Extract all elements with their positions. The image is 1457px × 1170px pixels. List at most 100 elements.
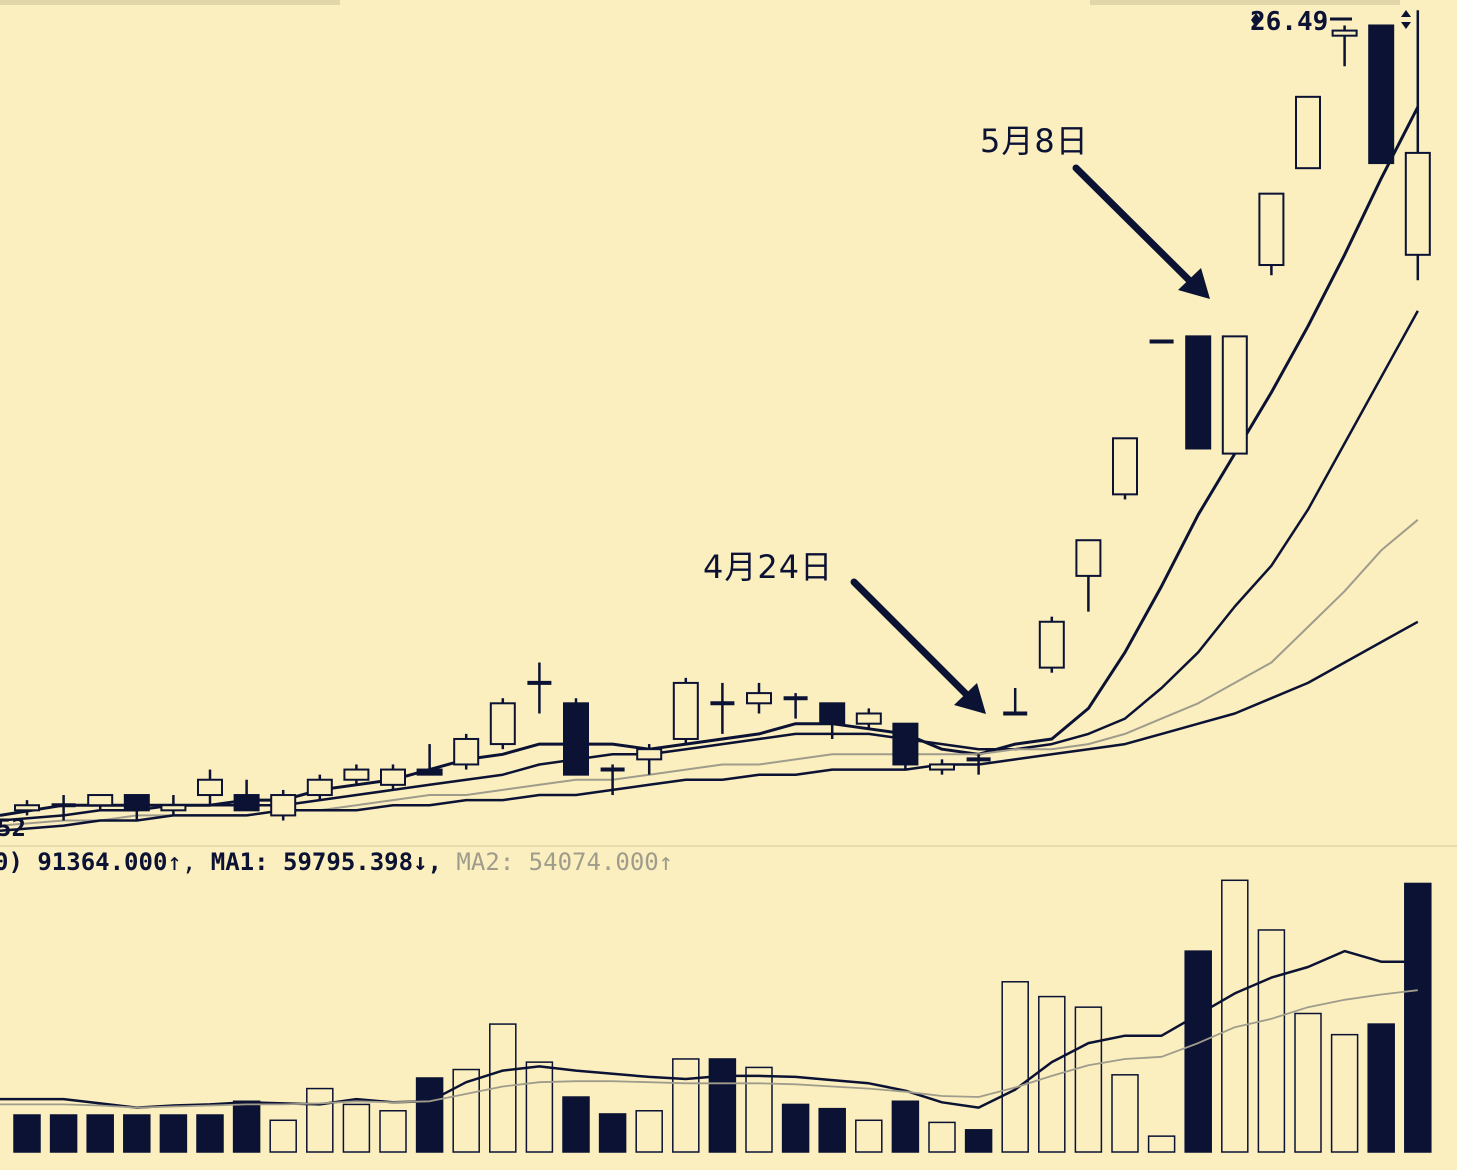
candle	[929, 759, 955, 775]
high-price-marker: 26.49	[1250, 7, 1411, 37]
candle-body	[380, 768, 406, 786]
candle	[160, 795, 187, 816]
annotation-label: 5月8日	[980, 122, 1089, 160]
candle-body	[14, 804, 40, 812]
candle	[527, 662, 552, 714]
candle	[1331, 25, 1358, 67]
volume-bar	[13, 1114, 41, 1153]
volume-prefix: 0)	[0, 848, 23, 876]
annotation-label: 4月24日	[703, 548, 833, 586]
double-arrow-icon	[1401, 10, 1411, 29]
high-price-label: 26.49	[1250, 7, 1328, 37]
annotation-4-24: 4月24日	[703, 548, 986, 714]
annotation-5-8: 5月8日	[980, 122, 1210, 299]
volume-bar	[1001, 981, 1029, 1153]
candle	[783, 693, 808, 719]
volume-bar	[1038, 995, 1066, 1153]
candle-body	[1368, 24, 1395, 165]
candle	[1295, 95, 1321, 170]
arrow-shaft	[1072, 164, 1200, 291]
candle	[563, 698, 589, 776]
candle	[1038, 616, 1065, 673]
price-panel	[0, 10, 1431, 832]
volume-bar	[525, 1061, 554, 1153]
candle	[87, 794, 114, 811]
low-price-label: 52	[0, 814, 26, 842]
volume-bars	[13, 879, 1432, 1153]
volume-bar	[855, 1119, 883, 1153]
candle	[233, 779, 260, 812]
candle	[489, 698, 516, 750]
candle-body	[819, 702, 846, 725]
candle	[197, 769, 223, 806]
candle	[51, 795, 76, 821]
arrow-shaft	[850, 578, 976, 704]
volume-bar	[415, 1077, 444, 1153]
candle	[14, 800, 40, 816]
candle-body	[746, 692, 772, 705]
volume-header: 0) 91364.000↑, MA1: 59795.398↓, MA2: 540…	[0, 848, 673, 876]
arrow-head-icon	[954, 683, 986, 714]
volume-bar	[49, 1114, 78, 1153]
candle	[416, 744, 443, 776]
candle-body	[1075, 539, 1102, 577]
volume-ma-line-2	[0, 989, 1418, 1109]
volume-bar	[1074, 1006, 1103, 1153]
diamond-icon	[1251, 13, 1261, 27]
candle	[710, 682, 735, 734]
candle	[600, 764, 625, 796]
ma1-label: MA1:	[211, 848, 269, 876]
volume-bar	[1184, 950, 1212, 1153]
candle-body	[855, 712, 882, 725]
candle-body	[1258, 192, 1285, 267]
volume-ma-line-1	[0, 949, 1418, 1109]
candle	[453, 733, 480, 770]
volume-bar	[708, 1058, 737, 1153]
candle-body	[233, 794, 260, 812]
arrow-head-icon	[1178, 268, 1210, 299]
candle-body	[1295, 95, 1321, 170]
candle-body	[197, 778, 223, 797]
candle	[892, 722, 919, 770]
candle	[966, 754, 991, 775]
volume-value: 91364.000	[37, 848, 167, 876]
volume-bar	[745, 1066, 773, 1153]
candle-body	[1404, 151, 1431, 256]
candle	[1404, 10, 1431, 281]
volume-bar	[159, 1114, 188, 1153]
candle	[672, 677, 699, 745]
candle	[123, 794, 150, 821]
candle-body	[892, 722, 919, 766]
volume-bar	[86, 1114, 114, 1153]
volume-bar	[781, 1103, 810, 1153]
candle	[1258, 192, 1285, 276]
ma2-label: MA2:	[456, 848, 514, 876]
candle-body	[343, 768, 370, 781]
candle	[306, 774, 333, 801]
candle-body	[489, 702, 516, 746]
volume-bar	[123, 1114, 151, 1153]
volume-bar	[1367, 1023, 1395, 1153]
ma2-arrow: ↑	[659, 848, 673, 876]
volume-ma-lines	[0, 949, 1418, 1109]
candle	[1368, 24, 1395, 165]
volume-bar	[342, 1103, 371, 1153]
ma1-value: 59795.398	[283, 848, 413, 876]
volume-bar	[598, 1113, 627, 1153]
candle-body	[416, 768, 443, 776]
volume-bar	[818, 1107, 846, 1153]
candle	[1003, 688, 1028, 716]
ma2-value: 54074.000	[529, 848, 659, 876]
candle	[1075, 539, 1102, 612]
candle-body	[1331, 29, 1358, 37]
candle-body	[672, 681, 699, 740]
candle	[636, 744, 663, 775]
volume-arrow: ↑,	[167, 848, 196, 876]
volume-bar	[1111, 1074, 1139, 1153]
volume-bar	[562, 1096, 590, 1153]
volume-bar	[1294, 1012, 1322, 1153]
volume-bar	[379, 1110, 407, 1153]
candle-body	[160, 804, 187, 812]
